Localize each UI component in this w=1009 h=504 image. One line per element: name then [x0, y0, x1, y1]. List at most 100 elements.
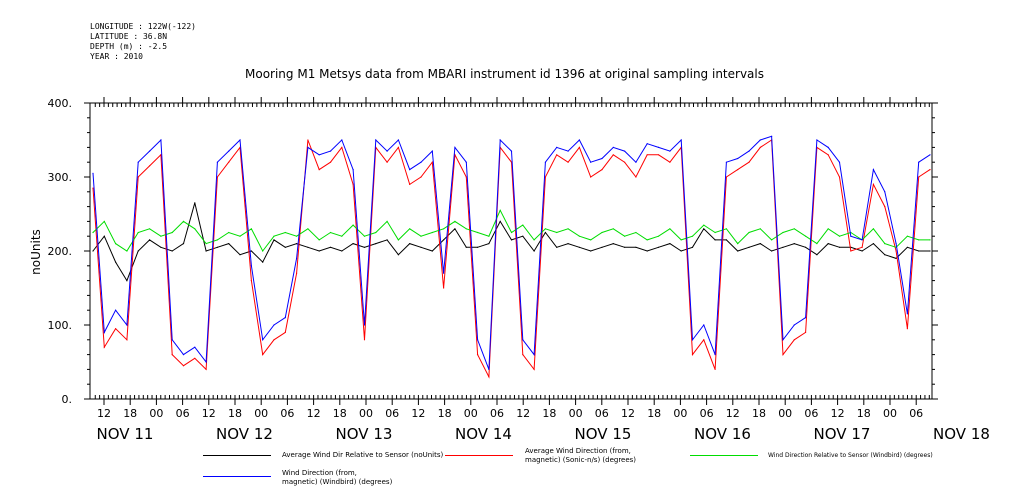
series-1-point	[612, 154, 614, 156]
x-hour-label: 12	[621, 407, 635, 420]
series-3-point	[284, 317, 286, 319]
series-0-point	[816, 254, 818, 256]
series-2-point	[578, 235, 580, 237]
series-1-point	[567, 161, 569, 163]
series-3-point	[148, 150, 151, 152]
x-day-label: NOV 18	[933, 425, 990, 443]
series-0-point	[861, 250, 863, 252]
series-3-point	[680, 139, 682, 141]
series-3-point	[906, 313, 908, 315]
series-0-point	[115, 261, 117, 263]
series-1-point	[318, 169, 320, 171]
series-3-point	[431, 150, 433, 152]
x-day-label: NOV 15	[575, 425, 632, 443]
series-1-point	[443, 287, 445, 289]
x-day-label: NOV 17	[814, 425, 871, 443]
series-1-point	[148, 165, 151, 167]
series-3-point	[510, 150, 513, 152]
series-2-point	[804, 235, 807, 237]
series-1-point	[737, 169, 739, 171]
series-3-point	[590, 161, 592, 163]
series-0-point	[793, 243, 795, 245]
series-0-point	[725, 239, 728, 241]
series-3-point	[352, 169, 354, 171]
series-2-point	[352, 224, 354, 226]
series-3-point	[375, 139, 377, 141]
series-3-point	[341, 139, 343, 141]
series-0-point	[918, 250, 920, 252]
series-1-point	[284, 331, 286, 333]
series-2-point	[918, 239, 920, 241]
series-1-point	[657, 154, 660, 156]
series-2-point	[397, 239, 399, 241]
series-1-point	[420, 176, 422, 178]
series-1-point	[906, 328, 908, 330]
series-2-point	[748, 231, 750, 234]
series-0-point	[171, 250, 173, 252]
x-hour-label: 06	[385, 407, 399, 420]
series-0-point	[307, 246, 309, 248]
x-day-label: NOV 16	[694, 425, 751, 443]
y-tick-label: 400.	[48, 97, 73, 110]
metadata-block: LONGITUDE : 122W(-122) LATITUDE : 36.8N …	[90, 22, 196, 62]
series-2-point	[160, 235, 162, 237]
series-0-point	[590, 250, 592, 252]
series-2-point	[624, 235, 626, 237]
x-hour-label: 12	[307, 407, 321, 420]
series-0-point	[759, 243, 761, 245]
series-3-point	[216, 161, 219, 163]
series-0-point	[465, 246, 467, 248]
series-2-point	[103, 220, 105, 222]
series-1-point	[533, 368, 535, 370]
series-0-point	[635, 246, 637, 248]
series-3-point	[273, 324, 275, 326]
series-1-point	[476, 354, 479, 356]
series-2-point	[375, 231, 377, 234]
series-1-point	[793, 339, 795, 341]
series-line-1	[92, 139, 931, 379]
series-3-point	[409, 169, 411, 171]
series-3-point	[103, 331, 105, 333]
series-2-point	[771, 239, 773, 241]
x-hour-label: 18	[228, 407, 242, 420]
series-2-point	[476, 231, 479, 234]
series-0-point	[533, 250, 535, 252]
series-1-point	[160, 154, 162, 156]
legend-swatch	[690, 455, 758, 456]
series-2-point	[601, 231, 603, 234]
latitude-text: LATITUDE : 36.8N	[90, 32, 168, 41]
series-1-point	[635, 176, 637, 178]
series-3-point	[895, 243, 897, 245]
series-3-point	[454, 146, 456, 148]
series-1-point	[488, 376, 490, 378]
x-hour-label: 06	[595, 407, 609, 420]
series-1-point	[544, 176, 547, 178]
series-3-point	[443, 272, 445, 274]
series-2-point	[510, 231, 513, 234]
series-0-point	[420, 246, 422, 248]
series-3-point	[262, 339, 264, 341]
series-3-point	[635, 161, 637, 163]
series-3-point	[171, 339, 173, 341]
series-2-point	[115, 243, 117, 245]
series-1-point	[126, 339, 128, 341]
series-3-point	[228, 150, 230, 152]
series-3-point	[363, 324, 366, 326]
series-0-point	[341, 250, 343, 252]
series-1-point	[307, 139, 309, 141]
series-3-point	[544, 161, 547, 163]
series-3-point	[793, 324, 795, 326]
series-0-point	[827, 243, 829, 245]
series-0-point	[737, 250, 739, 252]
series-3-point	[918, 161, 920, 163]
series-1-point	[273, 339, 275, 341]
series-0-point	[126, 280, 128, 282]
series-3-point	[612, 146, 614, 148]
series-3-point	[137, 161, 139, 163]
x-hour-label: 18	[542, 407, 556, 420]
series-3-point	[850, 235, 852, 237]
x-hour-label: 06	[490, 407, 504, 420]
year-text: YEAR : 2010	[90, 52, 143, 61]
series-0-point	[578, 246, 580, 248]
series-0-point	[216, 246, 219, 248]
